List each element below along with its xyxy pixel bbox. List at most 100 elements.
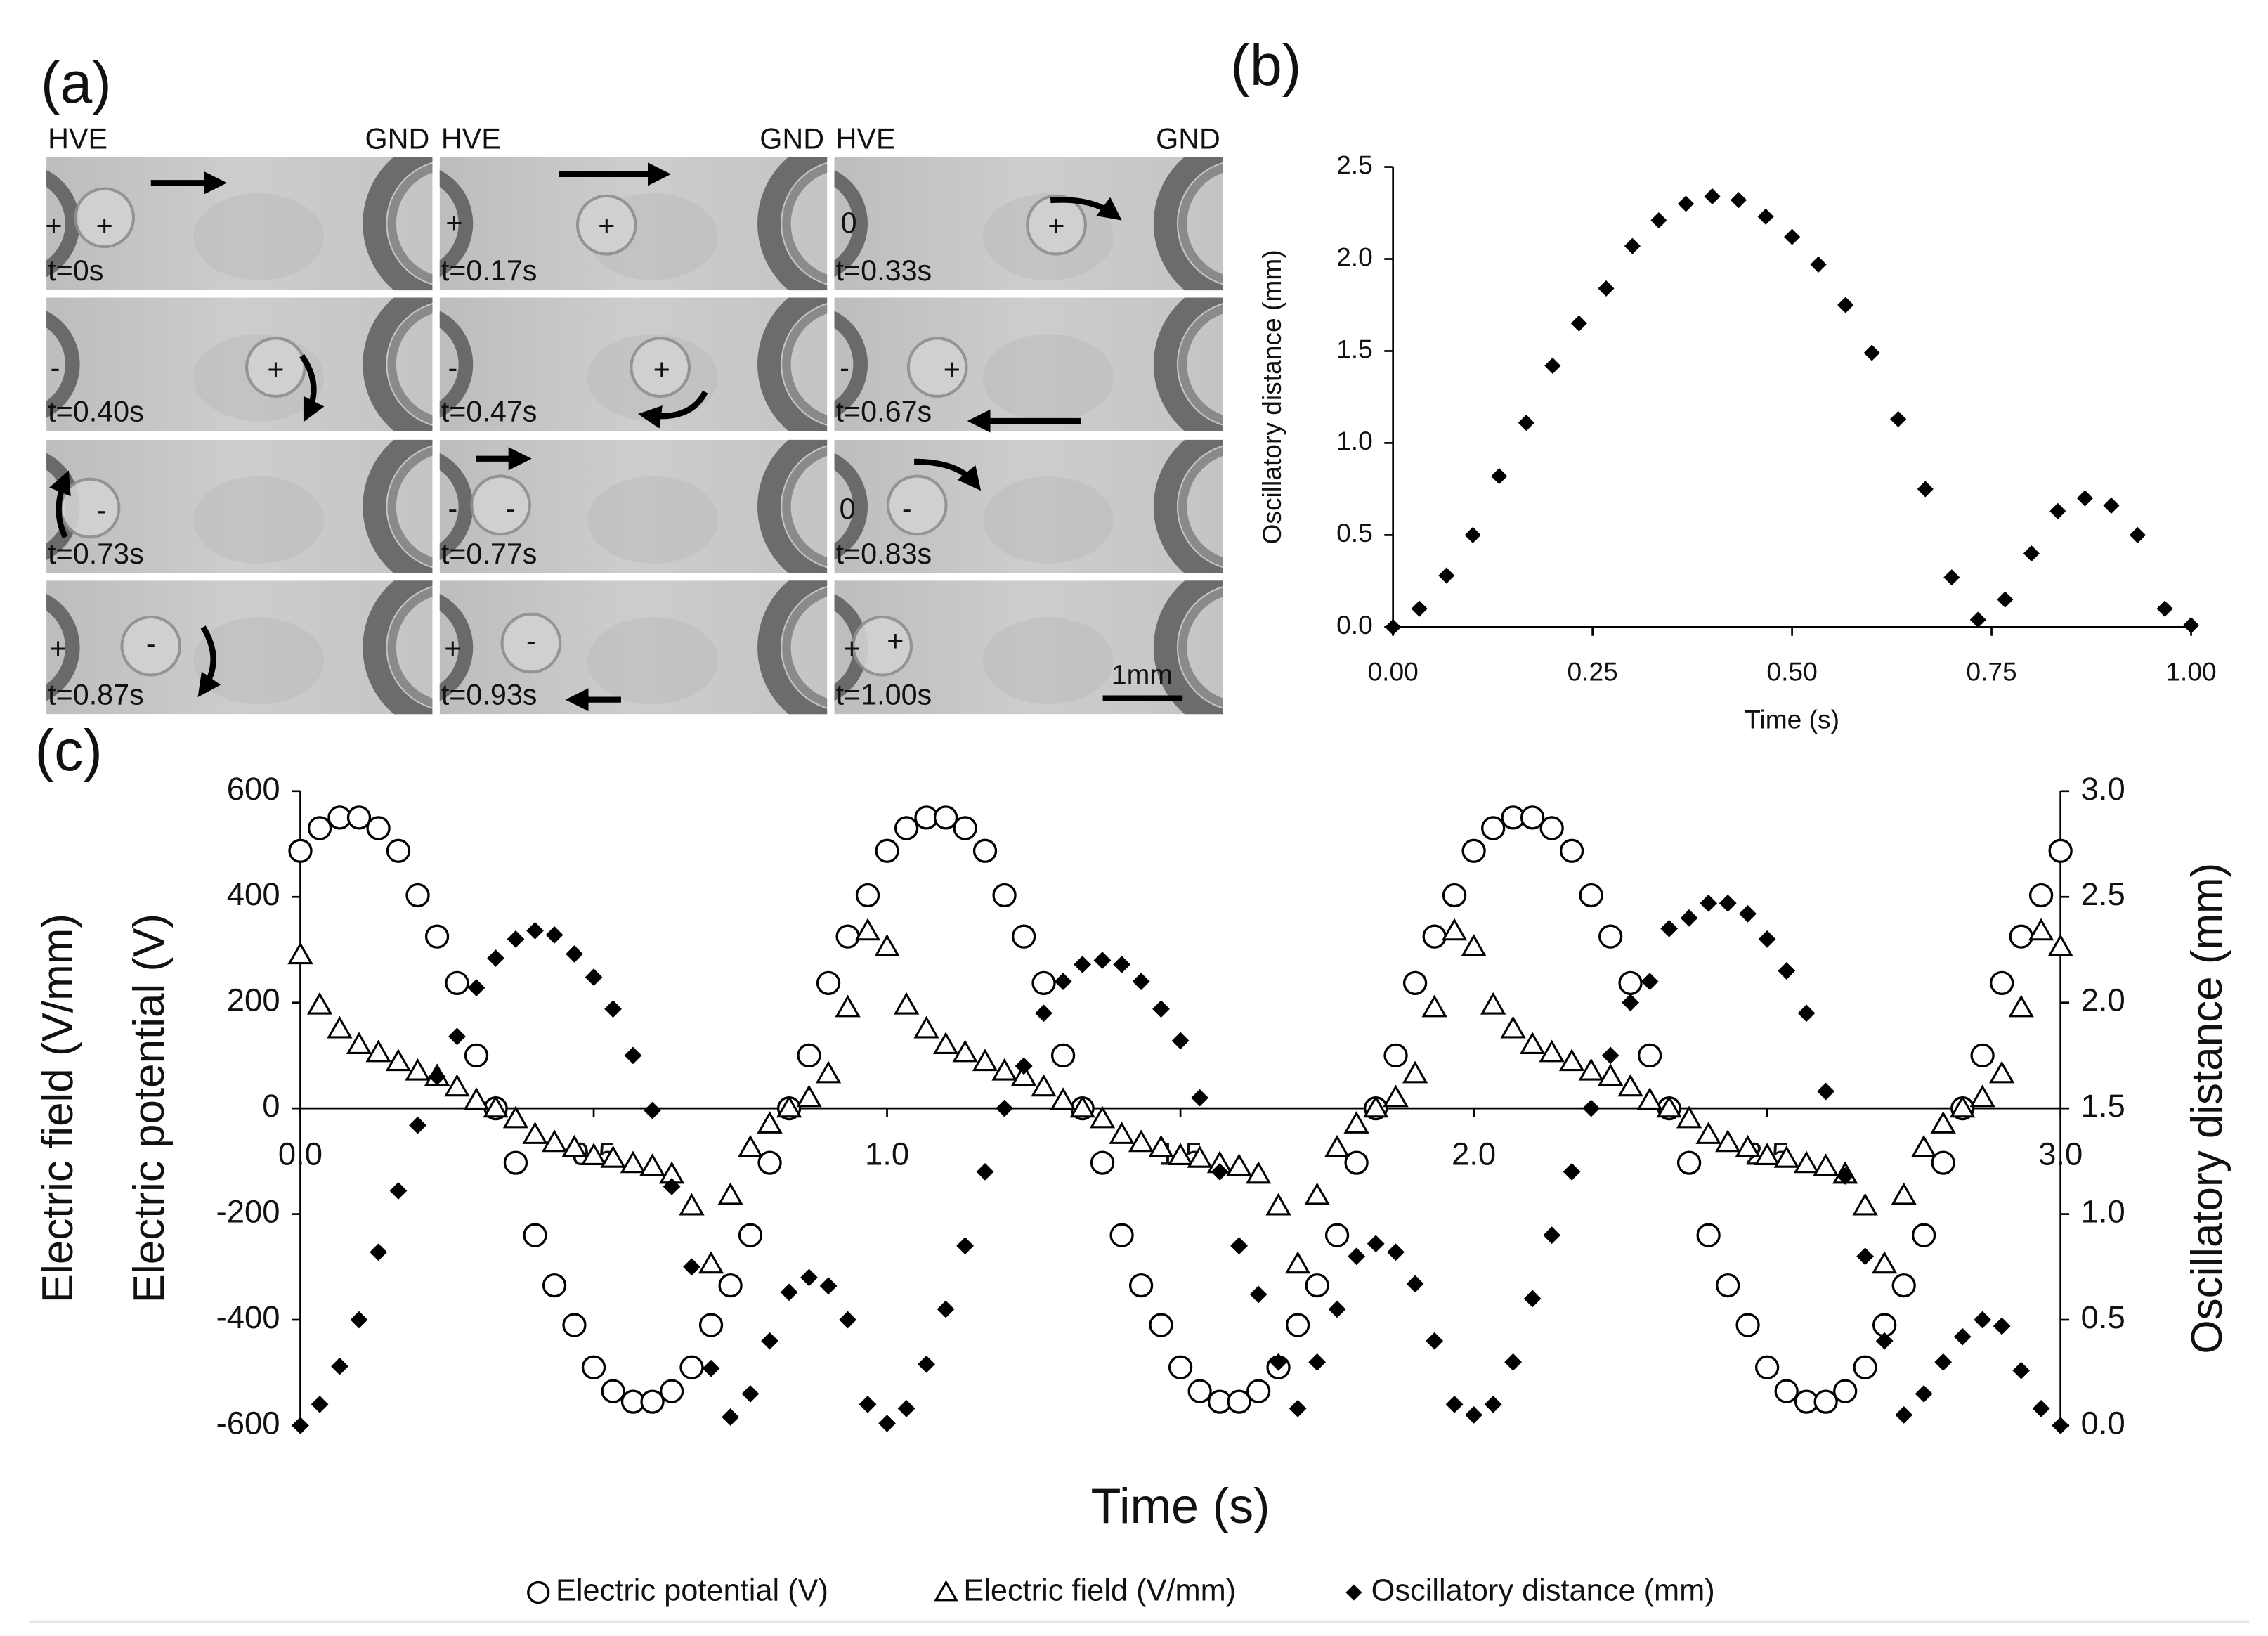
point [1461, 934, 1487, 956]
point [835, 924, 860, 949]
point [1246, 1379, 1271, 1403]
x-axis-title: Time (s) [1745, 704, 1839, 734]
point [1426, 1332, 1444, 1350]
point [487, 949, 504, 967]
point [1696, 1223, 1721, 1247]
point [604, 1000, 622, 1018]
point [389, 1182, 408, 1200]
point [1617, 1074, 1643, 1097]
point [659, 1379, 684, 1403]
charge-sign: - [840, 352, 849, 384]
point [1793, 1150, 1820, 1174]
frame-time: t=0.77s [441, 538, 537, 570]
point [1031, 1074, 1057, 1097]
point [1230, 1237, 1248, 1255]
point [2008, 994, 2034, 1018]
point [1836, 1167, 1854, 1185]
tile-shade [983, 617, 1114, 705]
point [2103, 497, 2120, 514]
point [893, 992, 920, 1015]
point [1348, 1247, 1365, 1266]
point [1578, 1058, 1604, 1081]
point [1500, 1015, 1526, 1039]
point [1598, 280, 1615, 297]
point [1461, 838, 1486, 863]
point [1054, 973, 1072, 990]
point [698, 1251, 724, 1274]
point [918, 1355, 935, 1373]
point [1774, 1379, 1799, 1403]
point [448, 1027, 466, 1046]
y-tick-label: 400 [227, 876, 280, 912]
y-tick-label: 600 [227, 771, 280, 807]
point [1813, 1389, 1838, 1414]
point [1445, 1395, 1464, 1413]
point [1716, 1273, 1740, 1298]
tile-shade [193, 476, 325, 564]
point [1853, 1355, 1877, 1379]
point [741, 1384, 760, 1403]
point [2129, 526, 2146, 543]
point [1997, 591, 2014, 608]
point [1089, 1105, 1116, 1129]
gnd-electrode-inner [1178, 304, 1224, 424]
point [1074, 956, 1092, 973]
image-tile [439, 439, 828, 573]
point [1989, 1060, 2015, 1084]
point [1719, 894, 1737, 912]
x-tick-label: 0.25 [1567, 656, 1617, 686]
electrode-label: HVE [441, 122, 501, 155]
point [718, 1273, 743, 1298]
point [1343, 1111, 1369, 1134]
point [639, 1153, 665, 1176]
point [1187, 1379, 1212, 1403]
point [566, 945, 583, 963]
point [780, 1283, 798, 1301]
point [1132, 973, 1150, 990]
x-axis-title: Time (s) [1091, 1478, 1270, 1533]
x-tick-label: 0.0 [278, 1136, 322, 1171]
point [405, 1058, 431, 1081]
point [346, 1032, 372, 1055]
tile-shade [587, 476, 718, 564]
hve-electrode [46, 311, 80, 418]
point [1875, 1332, 1894, 1350]
point [409, 1116, 426, 1134]
charge-sign: + [944, 353, 960, 386]
point [1421, 994, 1447, 1018]
y2-tick-label: 1.5 [2081, 1088, 2125, 1124]
motion-arrow [299, 353, 325, 422]
point [1969, 1084, 1995, 1108]
droplet [852, 615, 913, 677]
point [1519, 1032, 1546, 1055]
image-tile [834, 580, 1224, 715]
x-tick-label: 0.50 [1766, 656, 1817, 686]
point [1624, 238, 1641, 254]
gnd-electrode-inner [1178, 587, 1224, 708]
point [1650, 212, 1667, 229]
hve-electrode [46, 594, 80, 701]
point [424, 924, 450, 949]
point [1695, 1122, 1721, 1144]
droplet [59, 477, 121, 539]
point [385, 1049, 412, 1072]
point [1622, 994, 1639, 1012]
droplet [120, 615, 182, 677]
point [483, 1095, 509, 1118]
point [1863, 344, 1880, 361]
x-tick-label: 0.00 [1367, 656, 1418, 686]
droplet [74, 187, 136, 249]
image-tile [46, 580, 433, 715]
point [1563, 1163, 1581, 1181]
point [757, 1150, 782, 1175]
point [1582, 1099, 1601, 1117]
image-tile [46, 439, 433, 573]
point [463, 1087, 490, 1110]
point [761, 1332, 778, 1350]
point [1856, 1247, 1874, 1266]
gnd-electrode [1153, 580, 1224, 715]
point [1797, 1004, 1816, 1022]
gnd-electrode [757, 157, 828, 291]
gnd-electrode-inner [387, 163, 433, 284]
point [1558, 1049, 1585, 1072]
